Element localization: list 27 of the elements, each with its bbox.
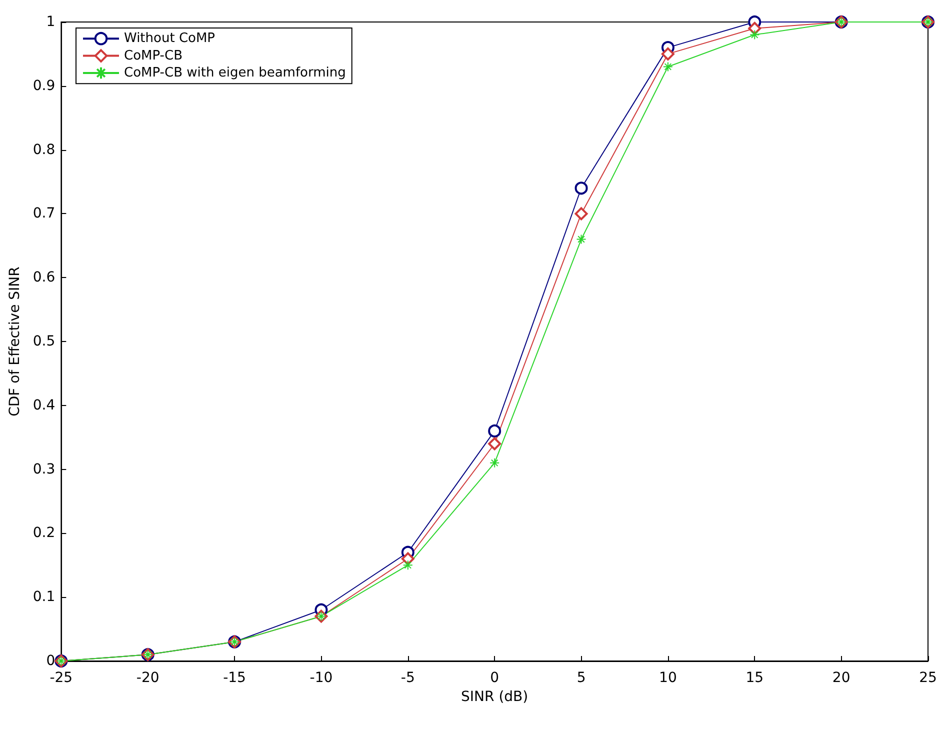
y-tick-label: 0.2 — [32, 525, 56, 542]
legend-label: CoMP-CB with eigen beamforming — [124, 66, 346, 80]
x-tick-label: 20 — [832, 670, 850, 686]
x-tick-label: -25 — [50, 670, 73, 686]
y-tick-label: 0.1 — [32, 589, 56, 606]
x-tick-label: 5 — [576, 670, 586, 686]
x-axis-title: SINR (dB) — [461, 688, 528, 705]
y-tick-label: 0 — [46, 653, 56, 669]
x-tick-label: 25 — [919, 670, 937, 686]
y-tick-label: 0.8 — [32, 142, 56, 158]
x-tick-label: -15 — [223, 670, 246, 686]
y-tick-label: 0.3 — [32, 461, 56, 478]
x-tick-label: -10 — [310, 670, 333, 686]
x-tick-label: 15 — [746, 670, 764, 686]
legend-label: CoMP-CB — [124, 48, 182, 64]
y-axis-title: CDF of Effective SINR — [7, 266, 23, 416]
y-tick-label: 0.6 — [32, 270, 56, 286]
y-tick-label: 0.5 — [32, 334, 56, 350]
legend-label: Without CoMP — [124, 31, 216, 46]
y-tick-label: 0.4 — [32, 397, 56, 414]
y-tick-label: 0.9 — [32, 78, 56, 94]
x-tick-label: -20 — [136, 670, 160, 686]
x-tick-label: 0 — [490, 670, 500, 686]
y-tick-label: 0.7 — [32, 206, 56, 222]
x-tick-label: -5 — [400, 670, 415, 686]
y-tick-label: 1 — [46, 14, 56, 30]
x-tick-label: 10 — [659, 670, 677, 686]
